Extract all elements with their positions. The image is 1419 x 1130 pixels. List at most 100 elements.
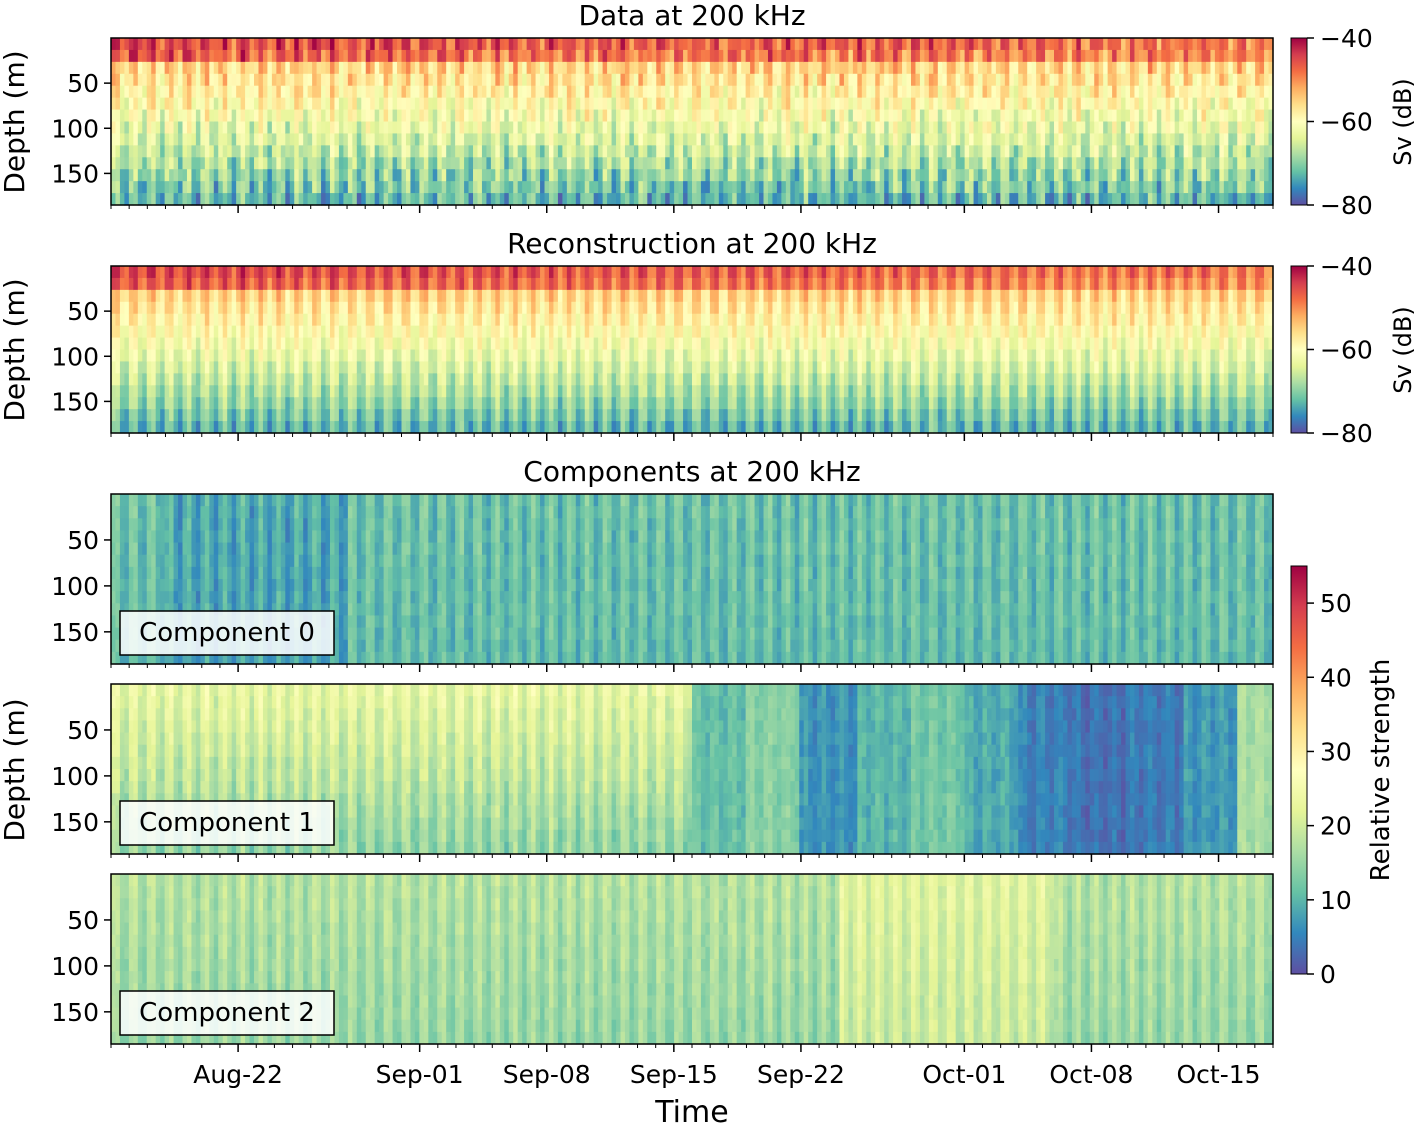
heatmap-cell	[1179, 121, 1185, 135]
heatmap-cell	[209, 97, 215, 111]
heatmap-cell	[1004, 121, 1010, 135]
heatmap-cell	[1232, 157, 1238, 170]
heatmap-cell	[249, 313, 255, 327]
heatmap-cell	[982, 97, 988, 111]
heatmap-cell	[986, 109, 993, 123]
heatmap-cell	[928, 85, 934, 99]
heatmap-cell	[343, 97, 349, 111]
heatmap-cell	[419, 133, 425, 146]
heatmap-cell	[133, 85, 139, 99]
heatmap-cell	[142, 121, 148, 135]
heatmap-cell	[1138, 121, 1144, 135]
heatmap-cell	[128, 337, 134, 351]
heatmap-cell	[817, 121, 823, 135]
heatmap-cell	[633, 169, 639, 182]
heatmap-cell	[137, 397, 143, 410]
heatmap-cell	[352, 277, 358, 291]
heatmap-cell	[392, 385, 398, 398]
heatmap-cell	[361, 397, 367, 410]
heatmap-cell	[267, 397, 273, 410]
heatmap-cell	[365, 38, 371, 51]
heatmap-cell	[410, 169, 416, 182]
heatmap-cell	[405, 97, 412, 111]
heatmap-cell	[155, 97, 161, 111]
heatmap-cell	[271, 49, 277, 63]
heatmap-cell	[602, 61, 608, 75]
heatmap-cell	[1031, 193, 1037, 206]
heatmap-cell	[209, 421, 215, 434]
heatmap-cell	[236, 145, 242, 158]
heatmap-cell	[173, 397, 179, 410]
heatmap-cell	[767, 157, 774, 170]
heatmap-cell	[656, 121, 662, 135]
heatmap-cell	[620, 38, 626, 51]
heatmap-cell	[611, 61, 617, 75]
heatmap-cell	[329, 121, 336, 135]
heatmap-cell	[213, 193, 219, 206]
heatmap-cell	[1089, 169, 1095, 182]
heatmap-cell	[835, 109, 841, 123]
heatmap-cell	[1197, 157, 1203, 170]
heatmap-cell	[151, 145, 157, 158]
heatmap-cell	[960, 38, 966, 51]
heatmap-cell	[405, 73, 412, 87]
heatmap-cell	[1192, 181, 1198, 194]
heatmap-cell	[388, 313, 394, 327]
heatmap-cell	[991, 97, 997, 111]
heatmap-cell	[910, 61, 917, 75]
heatmap-cell	[978, 85, 984, 99]
heatmap-cell	[1125, 61, 1131, 75]
heatmap-cell	[160, 397, 166, 410]
heatmap-cell	[195, 38, 201, 51]
heatmap-cell	[1246, 73, 1252, 87]
heatmap-cell	[692, 73, 698, 87]
heatmap-cell	[446, 313, 452, 327]
heatmap-cell	[1004, 38, 1010, 51]
heatmap-cell	[397, 266, 403, 279]
heatmap-cell	[316, 301, 322, 315]
heatmap-cell	[271, 181, 277, 194]
heatmap-cell	[146, 157, 152, 170]
heatmap-cell	[186, 85, 193, 99]
heatmap-cell	[428, 133, 434, 146]
heatmap-cell	[969, 61, 975, 75]
heatmap-cell	[124, 157, 130, 170]
heatmap-cell	[119, 157, 126, 170]
heatmap-cell	[128, 361, 134, 374]
heatmap-cell	[374, 61, 380, 75]
heatmap-cell	[115, 145, 121, 158]
heatmap-cell	[142, 361, 148, 374]
heatmap-cell	[173, 49, 179, 63]
heatmap-cell	[343, 349, 349, 363]
heatmap-cell	[160, 109, 166, 123]
heatmap-cell	[700, 97, 707, 111]
heatmap-cell	[115, 361, 121, 374]
heatmap-cell	[137, 313, 143, 327]
heatmap-cell	[397, 277, 403, 291]
heatmap-cell	[870, 97, 876, 111]
heatmap-cell	[446, 73, 452, 87]
heatmap-cell	[808, 85, 814, 99]
heatmap-cell	[133, 121, 139, 135]
heatmap-cell	[267, 421, 273, 434]
heatmap-cell	[718, 49, 724, 63]
heatmap-cell	[629, 73, 635, 87]
heatmap-cell	[321, 266, 327, 279]
heatmap-cell	[866, 121, 872, 135]
heatmap-cell	[790, 73, 796, 87]
heatmap-cell	[1264, 73, 1270, 87]
heatmap-cell	[334, 277, 340, 291]
heatmap-cell	[629, 49, 635, 63]
heatmap-cell	[437, 313, 443, 327]
heatmap-cell	[169, 73, 175, 87]
heatmap-cell	[231, 97, 237, 111]
heatmap-cell	[312, 266, 318, 279]
heatmap-cell	[441, 301, 447, 315]
heatmap-cell	[548, 157, 555, 170]
heatmap-cell	[218, 38, 224, 51]
heatmap-cell	[352, 361, 358, 374]
heatmap-cell	[794, 109, 800, 123]
heatmap-cell	[285, 301, 291, 315]
heatmap-cell	[1246, 49, 1252, 63]
heatmap-cell	[692, 97, 698, 111]
